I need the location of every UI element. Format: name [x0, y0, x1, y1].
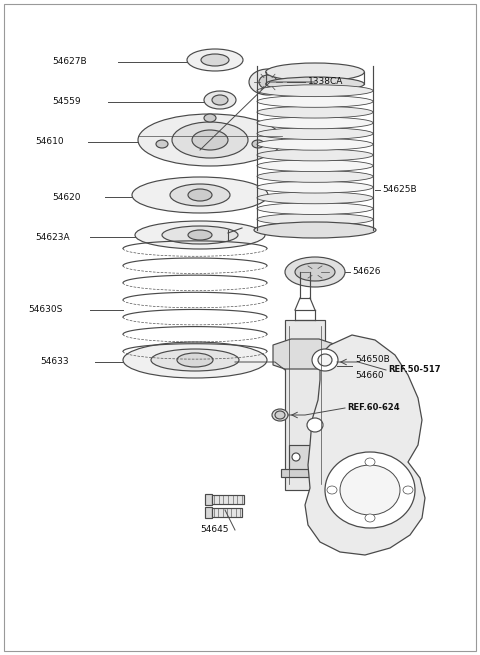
Ellipse shape [266, 63, 364, 81]
Text: 54627B: 54627B [52, 58, 86, 67]
Ellipse shape [257, 214, 373, 225]
Ellipse shape [257, 138, 373, 150]
Bar [205, 494, 212, 505]
Ellipse shape [188, 230, 212, 240]
Ellipse shape [310, 453, 318, 461]
Text: 54645: 54645 [200, 525, 228, 534]
Ellipse shape [257, 149, 373, 161]
Ellipse shape [212, 95, 228, 105]
Ellipse shape [295, 263, 335, 281]
Ellipse shape [257, 106, 373, 118]
Text: 54630S: 54630S [28, 305, 62, 314]
Ellipse shape [254, 222, 376, 238]
Ellipse shape [257, 117, 373, 129]
Ellipse shape [257, 128, 373, 140]
Ellipse shape [151, 349, 239, 371]
Ellipse shape [172, 122, 248, 158]
Ellipse shape [188, 189, 212, 201]
Ellipse shape [318, 354, 332, 366]
Ellipse shape [162, 226, 238, 244]
Ellipse shape [257, 202, 373, 214]
Ellipse shape [327, 486, 337, 494]
Bar [212, 495, 244, 504]
Bar [205, 507, 212, 518]
Bar [212, 508, 242, 517]
Ellipse shape [204, 91, 236, 109]
Ellipse shape [257, 192, 373, 204]
Text: 54626: 54626 [352, 267, 381, 276]
Bar [281, 469, 329, 477]
Polygon shape [273, 339, 337, 369]
Bar [289, 445, 321, 473]
Ellipse shape [403, 486, 413, 494]
Ellipse shape [170, 184, 230, 206]
Text: 54650B: 54650B [355, 356, 390, 364]
Ellipse shape [252, 140, 264, 148]
Ellipse shape [275, 411, 285, 419]
Ellipse shape [272, 409, 288, 421]
Ellipse shape [365, 514, 375, 522]
Ellipse shape [307, 418, 323, 432]
Ellipse shape [259, 75, 277, 89]
Ellipse shape [156, 140, 168, 148]
Ellipse shape [187, 49, 243, 71]
Ellipse shape [257, 181, 373, 193]
Ellipse shape [123, 342, 267, 378]
Ellipse shape [204, 114, 216, 122]
Text: 54623A: 54623A [35, 233, 70, 242]
Ellipse shape [192, 130, 228, 150]
Text: REF.60-624: REF.60-624 [347, 403, 400, 413]
Ellipse shape [257, 96, 373, 107]
Ellipse shape [312, 349, 338, 371]
Ellipse shape [292, 453, 300, 461]
Text: 54633: 54633 [40, 358, 69, 367]
Ellipse shape [257, 224, 373, 236]
Text: 54610: 54610 [35, 138, 64, 147]
Ellipse shape [257, 170, 373, 182]
Ellipse shape [177, 353, 213, 367]
Text: 54559: 54559 [52, 98, 81, 107]
Ellipse shape [257, 84, 373, 96]
Text: 54625B: 54625B [382, 185, 417, 195]
Text: REF.50-517: REF.50-517 [388, 365, 441, 375]
Text: 54620: 54620 [52, 193, 81, 202]
Bar [285, 320, 325, 490]
Ellipse shape [266, 77, 364, 91]
Ellipse shape [132, 177, 268, 213]
Ellipse shape [365, 458, 375, 466]
Ellipse shape [325, 452, 415, 528]
Ellipse shape [285, 257, 345, 287]
Ellipse shape [135, 221, 265, 249]
Ellipse shape [249, 69, 287, 95]
Ellipse shape [257, 160, 373, 172]
Ellipse shape [138, 114, 282, 166]
Text: 1338CA: 1338CA [308, 77, 343, 86]
Ellipse shape [201, 54, 229, 66]
Text: 54660: 54660 [355, 371, 384, 381]
Ellipse shape [340, 465, 400, 515]
Polygon shape [305, 335, 425, 555]
